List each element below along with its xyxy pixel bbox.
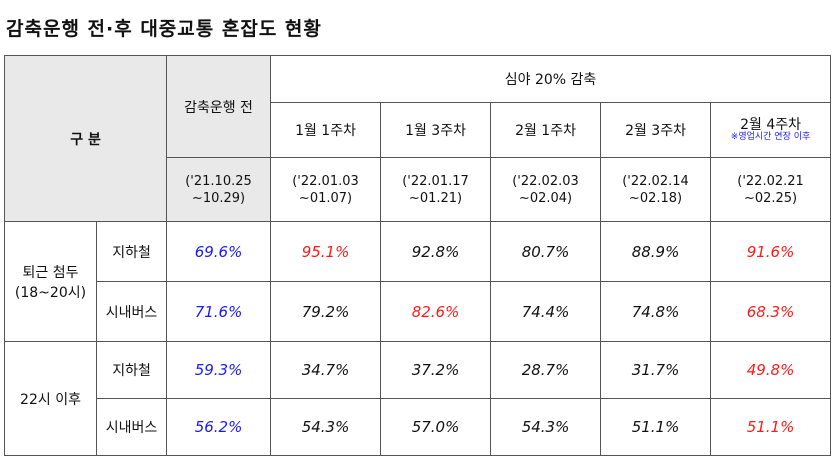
period-line: ('21.10.25 — [185, 173, 252, 189]
group-label: 퇴근 첨두 (18~20시) — [4, 221, 97, 342]
data-row: 22시 이후 지하철 59.3% 34.7% 37.2% 28.7% 31.7% 49.8% — [4, 341, 832, 456]
period-line: ~02.18) — [628, 190, 683, 206]
period-cell: ('21.10.25 ~10.29) — [166, 157, 272, 222]
period-line: ~01.07) — [298, 190, 353, 206]
week-header: 1월 3주차 — [380, 102, 492, 158]
header-row: 구 분 감축운행 전 심야 20% 감축 — [3, 55, 832, 222]
week-label: 2월 3주차 — [625, 123, 686, 139]
value-cell: 59.3% — [166, 341, 272, 399]
week-label: 1월 3주차 — [405, 123, 466, 139]
mode-label: 지하철 — [95, 341, 168, 399]
group-label-line: 22시 이후 — [20, 391, 81, 408]
header-row: ('21.10.25 ~10.29) ('22.01.03 ~01.07) ('22.0… — [5, 157, 832, 222]
group-label: 22시 이후 — [4, 341, 97, 456]
week-label: 2월 4주차 — [740, 117, 801, 133]
week-label: 1월 1주차 — [295, 123, 356, 139]
period-line: ('22.02.03 — [512, 173, 579, 189]
value-cell: 51.1% — [710, 398, 832, 456]
header-row: 1월 1주차 1월 3주차 2월 1주차 2월 3주차 2월 4주차 ※영업시간 연장 이… — [5, 102, 832, 158]
value-cell: 82.6% — [380, 281, 492, 342]
value-cell: 54.3% — [490, 398, 602, 456]
cut-header: 심야 20% 감축 — [270, 55, 832, 103]
group-label-line: 퇴근 첨두 — [22, 264, 79, 281]
value-cell: 79.2% — [270, 281, 382, 342]
value-cell: 34.7% — [270, 341, 382, 399]
congestion-table: 구 분 감축운행 전 심야 20% 감축 1월 1주차 1월 3주차 2월 1주차 2월 3… — [3, 55, 832, 456]
data-row: 시내버스 56.2% 54.3% 57.0% 54.3% 51.1% 51.1% — [5, 398, 832, 456]
value-cell: 54.3% — [270, 398, 382, 456]
week-header: 2월 4주차 ※영업시간 연장 이후 — [710, 102, 832, 158]
period-line: ('22.01.03 — [292, 173, 359, 189]
value-cell: 92.8% — [380, 221, 492, 282]
data-row: 시내버스 71.6% 79.2% 82.6% 74.4% 74.8% 68.3% — [5, 281, 832, 342]
period-cell: ('22.01.17 ~01.21) — [380, 157, 492, 222]
mode-label: 시내버스 — [95, 398, 168, 456]
period-cell: ('22.02.21 ~02.25) — [710, 157, 832, 222]
mode-label: 시내버스 — [95, 281, 168, 342]
value-cell: 49.8% — [710, 341, 832, 399]
mode-label: 지하철 — [95, 221, 168, 282]
group-header: 구 분 — [3, 55, 168, 222]
week-note: ※영업시간 연장 이후 — [730, 132, 811, 142]
data-row: 퇴근 첨두 (18~20시) 지하철 69.6% 95.1% 92.8% 80.7% 88.9… — [4, 221, 832, 342]
value-cell: 31.7% — [600, 341, 712, 399]
period-cell: ('22.01.03 ~01.07) — [270, 157, 382, 222]
value-cell: 71.6% — [166, 281, 272, 342]
pre-header: 감축운행 전 — [166, 55, 272, 158]
value-cell: 51.1% — [600, 398, 712, 456]
value-cell: 69.6% — [166, 221, 272, 282]
week-label: 2월 1주차 — [515, 123, 576, 139]
period-line: ~02.04) — [518, 190, 573, 206]
week-header: 1월 1주차 — [270, 102, 382, 158]
page-title: 감축운행 전·후 대중교통 혼잡도 현황 — [6, 18, 322, 40]
period-cell: ('22.02.03 ~02.04) — [490, 157, 602, 222]
value-cell: 57.0% — [380, 398, 492, 456]
value-cell: 68.3% — [710, 281, 832, 342]
period-line: ('22.02.21 — [737, 173, 804, 189]
value-cell: 28.7% — [490, 341, 602, 399]
period-cell: ('22.02.14 ~02.18) — [600, 157, 712, 222]
value-cell: 37.2% — [380, 341, 492, 399]
value-cell: 95.1% — [270, 221, 382, 282]
value-cell: 74.4% — [490, 281, 602, 342]
value-cell: 80.7% — [490, 221, 602, 282]
value-cell: 56.2% — [166, 398, 272, 456]
value-cell: 91.6% — [710, 221, 832, 282]
period-line: ~01.21) — [408, 190, 463, 206]
week-header: 2월 3주차 — [600, 102, 712, 158]
value-cell: 88.9% — [600, 221, 712, 282]
period-line: ('22.01.17 — [402, 173, 469, 189]
period-line: ~02.25) — [743, 190, 798, 206]
period-line: ~10.29) — [191, 190, 246, 206]
value-cell: 74.8% — [600, 281, 712, 342]
period-line: ('22.02.14 — [622, 173, 689, 189]
week-header: 2월 1주차 — [490, 102, 602, 158]
group-label-line: (18~20시) — [14, 284, 87, 301]
